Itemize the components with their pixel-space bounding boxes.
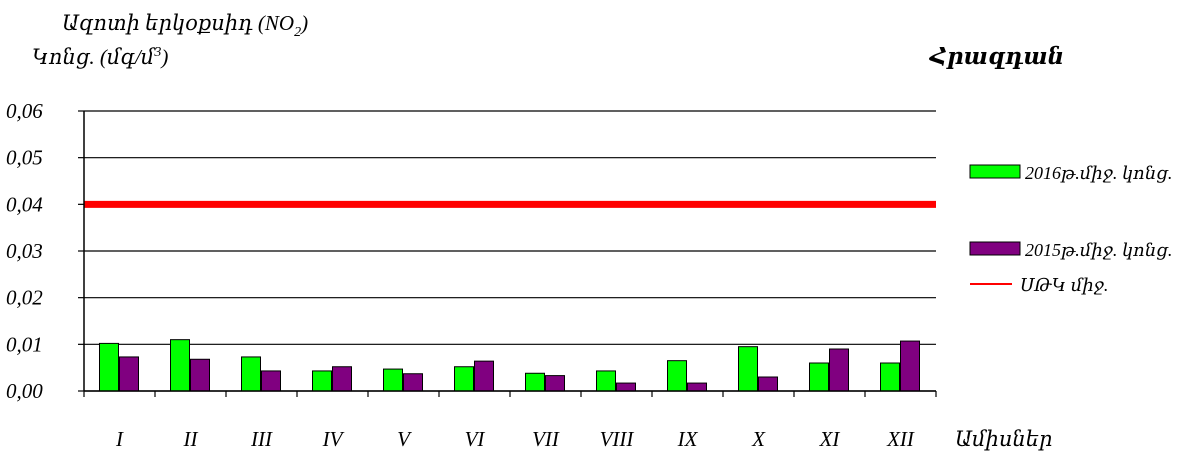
x-tick-labels: I II III IV V VI VII VIII IX X XI XII bbox=[115, 427, 915, 451]
y-tick-label: 0,04 bbox=[6, 192, 43, 216]
bar-2016 bbox=[312, 370, 332, 392]
bar-2015 bbox=[190, 358, 210, 392]
legend-swatch-2015 bbox=[969, 241, 1021, 256]
bar-2015 bbox=[403, 373, 423, 392]
x-tick-label: IV bbox=[322, 427, 345, 451]
station-label: Հրազդան bbox=[929, 44, 1064, 69]
x-tick-label: XII bbox=[886, 427, 915, 451]
bars bbox=[99, 339, 920, 392]
y-tick-labels: 0,00 0,01 0,02 0,03 0,04 0,05 0,06 bbox=[6, 99, 43, 403]
x-tick-label: XI bbox=[819, 427, 841, 451]
x-tick-label: II bbox=[183, 427, 199, 451]
legend-label-2015: 2015թ.միջ. կոնց. bbox=[1025, 240, 1172, 260]
x-tick-label: VIII bbox=[600, 427, 635, 451]
axes bbox=[83, 111, 937, 397]
x-tick-label: I bbox=[115, 427, 124, 451]
bar-2015 bbox=[332, 366, 352, 392]
x-axis-label: Ամիսներ bbox=[955, 427, 1052, 451]
bar-2016 bbox=[99, 342, 119, 392]
bar-2015 bbox=[687, 382, 707, 392]
y-tick-label: 0,02 bbox=[6, 286, 43, 310]
x-tick-label: X bbox=[751, 427, 766, 451]
x-tick-label: VII bbox=[532, 427, 560, 451]
gridlines bbox=[78, 110, 936, 392]
legend: 2016թ.միջ. կոնց. 2015թ.միջ. կոնց. ՍԹԿ մի… bbox=[969, 163, 1172, 295]
x-tick-label: VI bbox=[465, 427, 486, 451]
bar-2016 bbox=[241, 356, 261, 392]
bar-2016 bbox=[880, 362, 900, 392]
bar-2015 bbox=[261, 370, 281, 392]
legend-label-limit: ՍԹԿ միջ. bbox=[1020, 275, 1108, 295]
bar-2015 bbox=[616, 382, 636, 392]
y-tick-label: 0,01 bbox=[6, 332, 43, 356]
x-tick-label: IX bbox=[677, 427, 699, 451]
y-tick-label: 0,05 bbox=[6, 146, 43, 170]
bar-2016 bbox=[596, 370, 616, 392]
y-axis-label: Կոնց. (մգ/մ3) bbox=[32, 45, 168, 69]
chart-title: Ազոտի երկօքսիդ (NO2) bbox=[62, 11, 308, 40]
legend-label-2016: 2016թ.միջ. կոնց. bbox=[1025, 163, 1172, 183]
bar-2016 bbox=[667, 360, 687, 392]
bar-2015 bbox=[829, 348, 849, 392]
bar-2015 bbox=[758, 376, 778, 392]
y-tick-label: 0,03 bbox=[6, 239, 43, 263]
legend-swatch-2016 bbox=[969, 164, 1021, 179]
bar-2016 bbox=[738, 346, 758, 392]
bar-2016 bbox=[170, 339, 190, 392]
bar-2015 bbox=[474, 360, 494, 392]
x-tick-label: V bbox=[397, 427, 412, 451]
bar-2015 bbox=[900, 340, 920, 392]
bar-2015 bbox=[545, 375, 565, 392]
y-tick-label: 0,06 bbox=[6, 99, 43, 123]
x-tick-label: III bbox=[250, 427, 273, 451]
bar-2016 bbox=[454, 366, 474, 392]
bar-2016 bbox=[525, 372, 545, 392]
bar-2016 bbox=[809, 362, 829, 392]
bar-2016 bbox=[383, 368, 403, 392]
y-tick-label: 0,00 bbox=[6, 379, 43, 403]
bar-2015 bbox=[119, 356, 139, 392]
